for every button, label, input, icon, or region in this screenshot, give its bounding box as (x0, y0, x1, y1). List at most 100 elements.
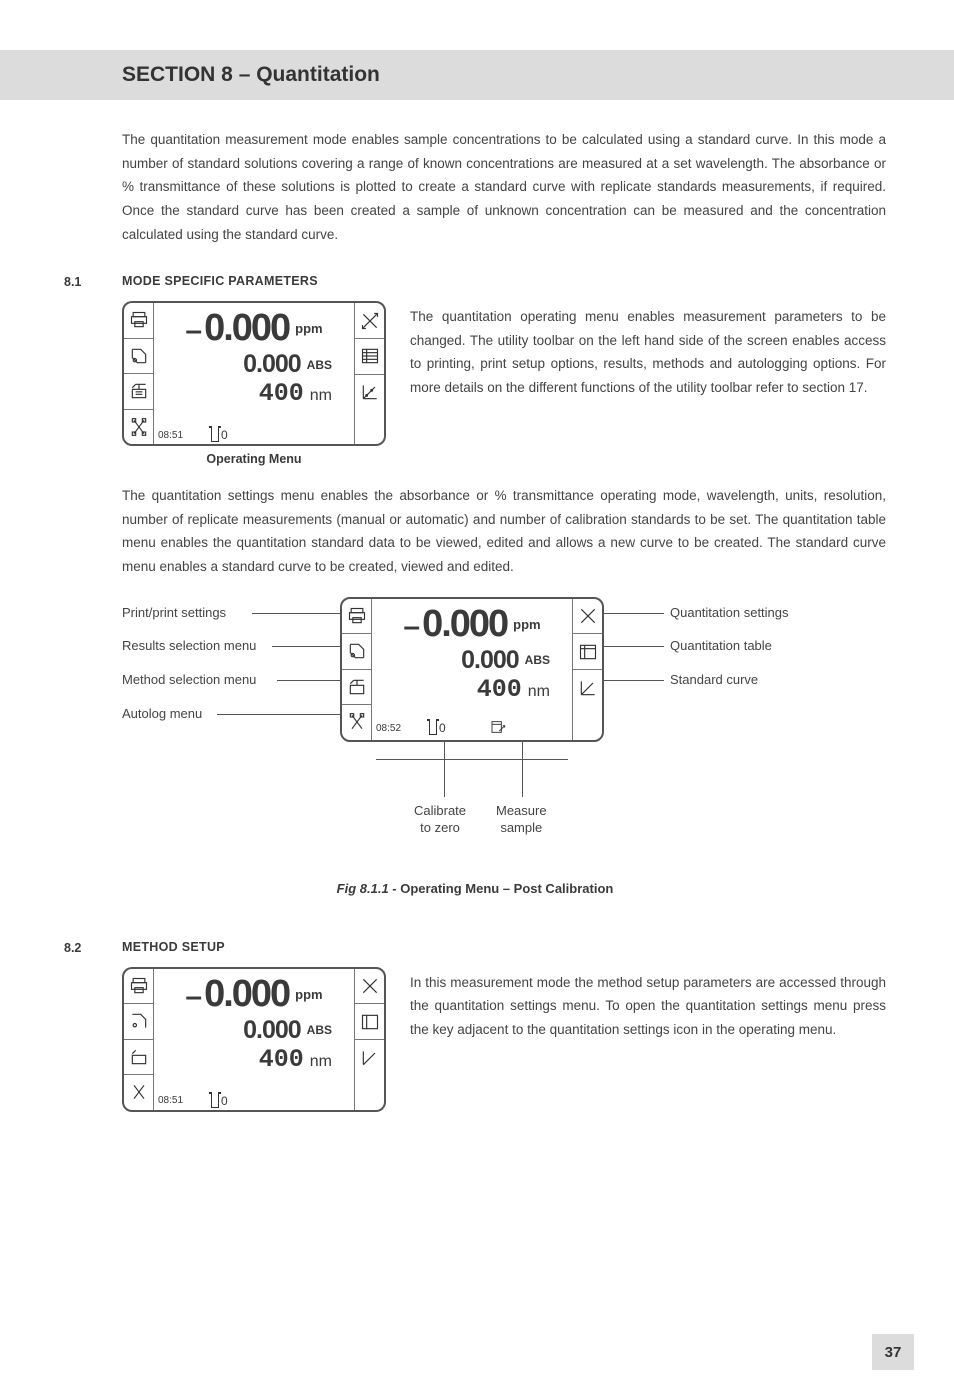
method-icon (124, 1040, 153, 1076)
ann-method: Method selection menu (122, 672, 256, 687)
ann-qtable: Quantitation table (670, 638, 772, 653)
ann-text: Calibrate (414, 803, 466, 818)
std-curve-icon (355, 1040, 384, 1075)
print-icon (124, 969, 153, 1005)
lcd-center: – 0.000 ppm 0.000 ABS 400 nm 08:52 0 (372, 599, 572, 740)
ann-line (217, 714, 340, 715)
ann-line (604, 646, 664, 647)
fig-text: Operating Menu – Post Calibration (400, 881, 613, 896)
lcd-abs-unit: ABS (307, 358, 332, 372)
cuvette-icon (429, 721, 437, 735)
ann-results: Results selection menu (122, 638, 256, 653)
lcd-screen-annotated: – 0.000 ppm 0.000 ABS 400 nm 08:52 0 (340, 597, 604, 742)
page-content: The quantitation measurement mode enable… (0, 100, 954, 1112)
ann-qsettings: Quantitation settings (670, 605, 789, 620)
ann-vline (444, 742, 445, 797)
lcd-wavelength-unit: nm (528, 683, 550, 701)
intro-paragraph: The quantitation measurement mode enable… (122, 128, 886, 246)
method-setup-block: – 0.000 ppm 0.000 ABS 400 nm 08:51 (122, 967, 886, 1112)
right-toolbar (354, 969, 384, 1110)
ann-line (604, 680, 664, 681)
lcd-abs-unit: ABS (525, 653, 550, 667)
lcd-conc-value: 0.000 (204, 973, 289, 1016)
section-title: SECTION 8 – Quantitation (122, 63, 380, 87)
lcd-abs-value: 0.000 (243, 350, 301, 379)
lcd-wavelength: 400 (259, 379, 304, 408)
lcd-center: – 0.000 ppm 0.000 ABS 400 nm 08:51 (154, 969, 354, 1110)
quant-settings-icon (573, 599, 602, 635)
lcd-figure-3: – 0.000 ppm 0.000 ABS 400 nm 08:51 (122, 967, 386, 1112)
quant-settings-icon (355, 969, 384, 1005)
cuvette-icon (211, 1094, 219, 1108)
subsection-8-2-heading: 8.2 METHOD SETUP (64, 940, 886, 955)
subsection-title: METHOD SETUP (122, 940, 225, 955)
print-icon (342, 599, 371, 635)
page-number: 37 (872, 1334, 914, 1370)
fig-sep: - (389, 881, 401, 896)
para-8-1-right: The quantitation operating menu enables … (410, 301, 886, 466)
autolog-icon (124, 1075, 153, 1110)
left-toolbar (124, 969, 154, 1110)
results-icon (124, 339, 153, 375)
ann-line (252, 613, 340, 614)
measure-icon (490, 719, 506, 738)
lcd-screen: – 0.000 ppm 0.000 ABS 400 nm 08:51 (122, 967, 386, 1112)
lcd-time: 08:51 (158, 430, 183, 441)
lcd-conc-unit: ppm (295, 321, 322, 336)
ann-text: sample (500, 820, 542, 835)
lcd-zero: 0 (221, 428, 228, 442)
autolog-icon (342, 705, 371, 740)
operating-menu-block: – 0.000 ppm 0.000 ABS 400 nm 08:51 (122, 301, 886, 466)
subsection-title: MODE SPECIFIC PARAMETERS (122, 274, 318, 289)
ann-text: to zero (420, 820, 460, 835)
lcd-minus: – (185, 980, 202, 1014)
method-icon (124, 374, 153, 410)
para-8-2-right: In this measurement mode the method setu… (410, 967, 886, 1112)
fig-number: Fig 8.1.1 (337, 881, 389, 896)
lcd-time: 08:52 (376, 723, 401, 734)
para-8-1-after: The quantitation settings menu enables t… (122, 484, 886, 579)
left-toolbar (342, 599, 372, 740)
subsection-8-1-heading: 8.1 MODE SPECIFIC PARAMETERS (64, 274, 886, 289)
lcd-wavelength: 400 (477, 675, 522, 704)
quant-settings-icon (355, 303, 384, 339)
ann-line (604, 613, 664, 614)
lcd-conc-unit: ppm (513, 617, 540, 632)
cuvette-icon (211, 428, 219, 442)
left-toolbar (124, 303, 154, 444)
ann-line (277, 680, 340, 681)
quant-table-icon (573, 634, 602, 670)
results-icon (124, 1004, 153, 1040)
lcd-minus: – (403, 610, 420, 644)
ann-measure: Measure sample (496, 803, 547, 837)
lcd-conc-value: 0.000 (422, 603, 507, 646)
right-toolbar (572, 599, 602, 740)
lcd-zero: 0 (439, 721, 446, 735)
right-toolbar (354, 303, 384, 444)
lcd-caption: Operating Menu (122, 452, 386, 466)
lcd-screen: – 0.000 ppm 0.000 ABS 400 nm 08:51 (122, 301, 386, 446)
lcd-abs-unit: ABS (307, 1023, 332, 1037)
blank-cell (355, 409, 384, 444)
quant-table-icon (355, 339, 384, 375)
ann-stdcurve: Standard curve (670, 672, 758, 687)
blank-cell (573, 705, 602, 740)
ann-hline (376, 759, 568, 760)
lcd-conc-unit: ppm (295, 987, 322, 1002)
lcd-wavelength-unit: nm (310, 387, 332, 405)
figure-caption: Fig 8.1.1 - Operating Menu – Post Calibr… (64, 881, 886, 896)
method-icon (342, 670, 371, 706)
lcd-conc-value: 0.000 (204, 307, 289, 350)
lcd-time: 08:51 (158, 1095, 183, 1106)
subsection-number: 8.1 (64, 274, 122, 289)
ann-text: Measure (496, 803, 547, 818)
ann-line (272, 646, 340, 647)
lcd-zero: 0 (221, 1094, 228, 1108)
ann-vline (522, 742, 523, 797)
section-header: SECTION 8 – Quantitation (0, 50, 954, 100)
subsection-number: 8.2 (64, 940, 122, 955)
std-curve-icon (355, 375, 384, 410)
lcd-abs-value: 0.000 (243, 1016, 301, 1045)
ann-autolog: Autolog menu (122, 706, 202, 721)
lcd-minus: – (185, 314, 202, 348)
